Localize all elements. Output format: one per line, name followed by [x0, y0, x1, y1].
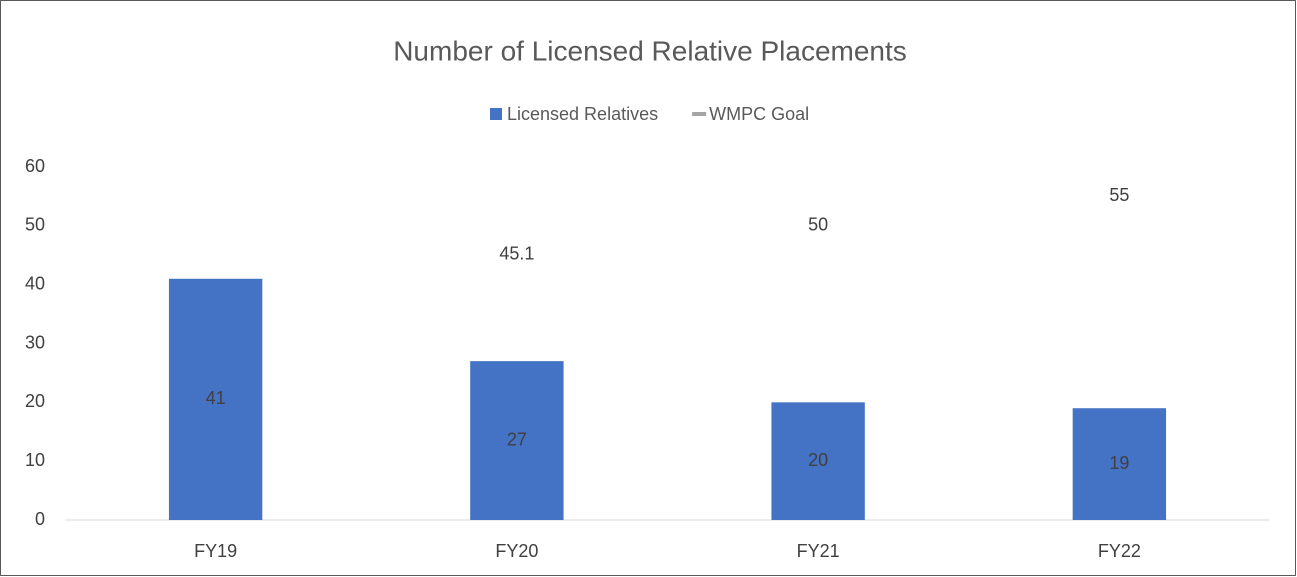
y-tick-label: 20	[25, 391, 45, 411]
legend-label: WMPC Goal	[709, 104, 809, 124]
y-tick-label: 10	[25, 450, 45, 470]
y-tick-label: 60	[25, 156, 45, 176]
data-label: 27	[507, 429, 527, 449]
x-tick-label: FY19	[194, 541, 237, 561]
bar	[771, 402, 865, 520]
y-tick-label: 30	[25, 332, 45, 352]
bar	[470, 361, 564, 520]
x-tick-label: FY22	[1098, 541, 1141, 561]
y-tick-label: 50	[25, 215, 45, 235]
data-label: 55	[1109, 185, 1129, 205]
data-label: 45.1	[499, 243, 534, 263]
legend-swatch	[490, 108, 502, 120]
x-tick-label: FY20	[495, 541, 538, 561]
chart-title: Number of Licensed Relative Placements	[393, 35, 907, 66]
x-tick-label: FY21	[797, 541, 840, 561]
y-tick-label: 0	[35, 509, 45, 529]
data-label: 41	[206, 388, 226, 408]
data-label: 20	[808, 450, 828, 470]
legend-swatch	[692, 112, 707, 116]
y-tick-label: 40	[25, 273, 45, 293]
data-label: 19	[1109, 453, 1129, 473]
bar	[1072, 408, 1167, 520]
data-label: 50	[808, 215, 828, 235]
legend-label: Licensed Relatives	[507, 104, 658, 124]
bar	[168, 278, 263, 520]
